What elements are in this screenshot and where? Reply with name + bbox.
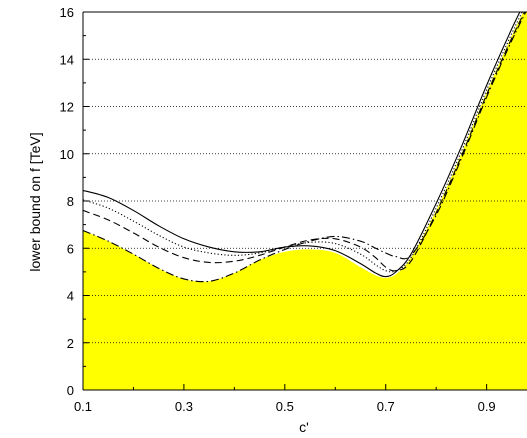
x-tick-label: 0.1: [74, 399, 92, 414]
y-tick-label: 4: [67, 289, 74, 304]
y-tick-label: 10: [60, 147, 74, 162]
series-line-dashed: [83, 12, 526, 272]
series-line-solid: [83, 12, 521, 278]
y-tick-label: 8: [67, 194, 74, 209]
y-tick-label: 12: [60, 100, 74, 115]
y-tick-label: 2: [67, 336, 74, 351]
series-line-dotted: [83, 12, 523, 273]
x-tick-label: 0.5: [276, 399, 294, 414]
ticks-layer: 0 2 4 6 8 10 12 14 16 0.1 0.3 0.5 0.7 0.9: [60, 5, 496, 414]
excluded-region: [83, 12, 527, 390]
y-tick-label: 0: [67, 383, 74, 398]
excluded-region-layer: [83, 12, 527, 390]
y-axis-label: lower bound on f [TeV]: [27, 132, 43, 271]
x-tick-label: 0.3: [175, 399, 193, 414]
y-tick-label: 6: [67, 241, 74, 256]
grid-layer: [83, 58, 527, 344]
x-axis-label: c': [299, 419, 309, 435]
y-tick-label: 16: [60, 5, 74, 20]
x-tick-label: 0.7: [377, 399, 395, 414]
y-tick-label: 14: [60, 52, 74, 67]
series-layer: [83, 12, 527, 283]
x-tick-label: 0.9: [478, 399, 496, 414]
series-line-dash-dot: [83, 12, 527, 283]
